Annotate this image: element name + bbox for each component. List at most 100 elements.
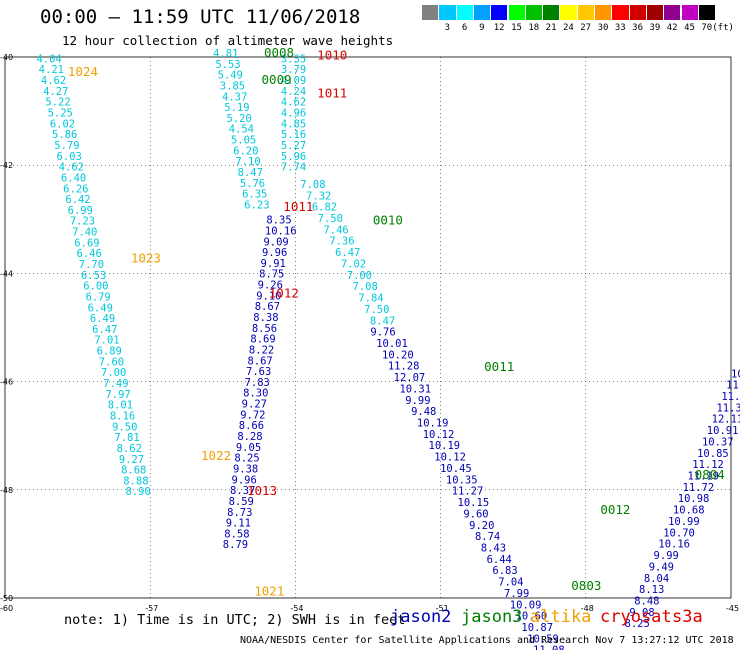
longitude-label: -51	[436, 604, 449, 613]
longitude-label: -48	[581, 604, 594, 613]
wave-height-value: 8.25	[625, 618, 650, 630]
wave-height-value: 9.38	[233, 463, 258, 475]
wave-height-value: 8.22	[249, 344, 274, 356]
pass-time-label: 1021	[254, 583, 284, 598]
wave-height-value: 7.46	[323, 224, 348, 236]
colorbar-tick-label: 9	[479, 23, 485, 33]
wave-height-value: 8.28	[237, 431, 262, 443]
colorbar-swatch	[422, 5, 439, 20]
colorbar-tick-label: 30	[597, 23, 609, 33]
wave-height-value: 5.27	[281, 140, 306, 152]
wave-height-value: 12.11	[712, 414, 740, 426]
wave-height-value: 5.20	[226, 113, 251, 125]
wave-height-value: 11.32	[716, 402, 740, 414]
wave-height-value: 10.19	[429, 440, 461, 452]
wave-height-value: 8.59	[229, 496, 254, 508]
wave-height-value: 6.46	[77, 248, 102, 260]
wave-height-value: 8.35	[266, 215, 291, 227]
longitude-label: -60	[0, 604, 13, 613]
colorbar-tick-label: 33	[614, 23, 626, 33]
wave-height-value: 6.02	[50, 118, 75, 130]
wave-height-value: 10.35	[446, 474, 478, 486]
pass-time-label: 0008	[264, 45, 294, 60]
wave-height-value: 4.85	[281, 118, 306, 130]
wave-height-value: 5.53	[215, 59, 240, 71]
wave-height-value: 10.01	[376, 338, 408, 350]
colorbar-swatch	[560, 5, 577, 20]
colorbar-tick-label: 27	[580, 23, 592, 33]
colorbar-swatch	[439, 5, 456, 20]
wave-height-value: 10.31	[399, 383, 431, 395]
pass-time-label: 1010	[317, 48, 347, 63]
wave-height-value: 4.62	[59, 162, 84, 174]
latitude-label: -40	[0, 53, 13, 62]
colorbar-swatch	[629, 5, 646, 20]
wave-height-value: 4.62	[281, 97, 306, 109]
wave-height-value: 5.19	[224, 102, 249, 114]
wave-height-value: 5.96	[281, 151, 306, 163]
wave-height-value: 8.79	[223, 539, 248, 551]
wave-height-value: 11.19	[687, 471, 719, 483]
wave-height-value: 6.03	[56, 151, 81, 163]
latitude-label: -50	[0, 594, 13, 603]
wave-height-value: 6.00	[83, 281, 108, 293]
wave-height-value: 8.74	[475, 531, 500, 543]
wave-height-value: 8.16	[110, 410, 135, 422]
wave-height-value: 10.16	[265, 225, 297, 237]
wave-height-value: 8.43	[481, 542, 506, 554]
wave-height-value: 11.12	[692, 459, 724, 471]
wave-height-value: 8.68	[121, 465, 146, 477]
wave-height-value: 8.37	[230, 485, 255, 497]
map-frame	[4, 56, 732, 599]
wave-height-value: 11.46	[721, 391, 740, 403]
pass-time-label: 0012	[600, 502, 630, 517]
colorbar-tick-label: 36	[632, 23, 644, 33]
wave-height-value: 10.37	[702, 436, 734, 448]
wave-height-value: 6.82	[312, 202, 337, 214]
wave-height-value: 4.24	[281, 86, 306, 98]
wave-height-value: 7.50	[364, 304, 389, 316]
wave-height-value: 9.96	[232, 474, 257, 486]
satellite-legend-jason2: jason2	[390, 607, 452, 627]
wave-height-value: 7.84	[358, 293, 383, 305]
wave-height-value: 10.98	[678, 493, 710, 505]
wave-height-value: 8.56	[252, 323, 277, 335]
wave-height-value: 9.72	[240, 409, 265, 421]
satellite-legend-jason3: jason3	[461, 607, 523, 627]
wave-height-value: 11.27	[452, 486, 484, 498]
wave-height-value: 8.01	[108, 400, 133, 412]
wave-height-value: 4.04	[36, 53, 61, 65]
wave-height-value: 10.15	[458, 497, 490, 509]
wave-height-value: 9.60	[463, 508, 488, 520]
wave-height-value: 9.96	[262, 247, 287, 259]
wave-height-value: 8.25	[234, 453, 259, 465]
wave-height-value: 9.27	[119, 454, 144, 466]
wave-height-value: 11.72	[683, 482, 715, 494]
colorbar-tick-label: 70	[701, 23, 713, 33]
wave-height-value: 6.53	[81, 270, 106, 282]
wave-height-value: 8.73	[227, 507, 252, 519]
pass-time-label: 0803	[571, 578, 601, 593]
wave-height-value: 9.09	[263, 236, 288, 248]
pass-time-label: 1012	[269, 286, 299, 301]
colorbar-tick-label: 42	[666, 23, 678, 33]
wave-height-value: 10.87	[521, 622, 553, 634]
colorbar-swatch	[508, 5, 525, 20]
wave-height-value: 10.12	[434, 452, 466, 464]
wave-height-value: 8.69	[250, 334, 275, 346]
longitude-label: -45	[726, 604, 739, 613]
wave-height-value: 7.74	[281, 162, 306, 174]
wave-height-value: 9.50	[112, 421, 137, 433]
colorbar-tick-label: 39	[649, 23, 661, 33]
wave-height-value: 12.07	[394, 372, 426, 384]
wave-height-value: 9.48	[411, 406, 436, 418]
wave-height-value: 8.67	[247, 355, 272, 367]
wave-height-value: 5.86	[52, 129, 77, 141]
wave-height-value: 8.13	[639, 584, 664, 596]
footer-credit: NOAA/NESDIS Center for Satellite Applica…	[240, 635, 734, 646]
wave-height-value: 8.66	[239, 420, 264, 432]
wave-height-value: 10.09	[510, 599, 542, 611]
latitude-label: -42	[0, 161, 13, 170]
colorbar-swatch	[491, 5, 508, 20]
satellite-legend-cryosat: cryosat	[600, 607, 672, 627]
